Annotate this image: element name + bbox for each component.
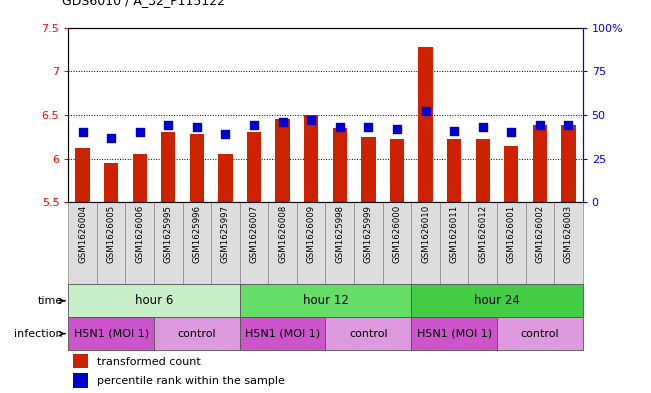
Point: [477, 124, 488, 130]
Bar: [190, 134, 204, 202]
Text: GSM1625999: GSM1625999: [364, 205, 373, 263]
Text: GSM1626005: GSM1626005: [107, 205, 116, 263]
Point: [277, 119, 288, 125]
Bar: [525, 202, 554, 285]
Text: GSM1626003: GSM1626003: [564, 205, 573, 263]
Bar: [468, 202, 497, 285]
Text: H5N1 (MOI 1): H5N1 (MOI 1): [74, 329, 149, 339]
Bar: [326, 202, 354, 285]
Bar: [240, 285, 411, 317]
Bar: [304, 115, 318, 202]
Point: [106, 134, 117, 141]
Text: GSM1626010: GSM1626010: [421, 205, 430, 263]
Bar: [76, 148, 90, 202]
Point: [306, 117, 316, 123]
Bar: [154, 202, 183, 285]
Bar: [411, 317, 497, 350]
Text: hour 12: hour 12: [303, 294, 348, 307]
Point: [191, 124, 202, 130]
Bar: [440, 202, 468, 285]
Bar: [74, 354, 88, 369]
Point: [163, 122, 174, 129]
Bar: [475, 140, 490, 202]
Text: GDS6010 / A_32_P115122: GDS6010 / A_32_P115122: [62, 0, 225, 7]
Bar: [104, 163, 118, 202]
Text: hour 24: hour 24: [474, 294, 520, 307]
Bar: [361, 137, 376, 202]
Bar: [354, 202, 383, 285]
Bar: [218, 154, 232, 202]
Bar: [247, 132, 261, 202]
Bar: [240, 202, 268, 285]
Bar: [447, 140, 461, 202]
Point: [506, 129, 516, 136]
Text: H5N1 (MOI 1): H5N1 (MOI 1): [417, 329, 492, 339]
Point: [363, 124, 374, 130]
Bar: [419, 47, 433, 202]
Point: [77, 129, 88, 136]
Text: hour 6: hour 6: [135, 294, 173, 307]
Bar: [383, 202, 411, 285]
Point: [534, 122, 545, 129]
Text: H5N1 (MOI 1): H5N1 (MOI 1): [245, 329, 320, 339]
Bar: [68, 317, 154, 350]
Text: GSM1625997: GSM1625997: [221, 205, 230, 263]
Text: transformed count: transformed count: [96, 356, 201, 367]
Point: [220, 131, 230, 138]
Bar: [68, 285, 240, 317]
Bar: [211, 202, 240, 285]
Bar: [297, 202, 326, 285]
Bar: [533, 125, 547, 202]
Bar: [97, 202, 126, 285]
Bar: [268, 202, 297, 285]
Bar: [275, 119, 290, 202]
Point: [421, 108, 431, 115]
Text: GSM1626001: GSM1626001: [506, 205, 516, 263]
Text: GSM1625996: GSM1625996: [193, 205, 201, 263]
Text: infection: infection: [14, 329, 62, 339]
Text: GSM1625995: GSM1625995: [164, 205, 173, 263]
Bar: [133, 154, 147, 202]
Text: GSM1626012: GSM1626012: [478, 205, 487, 263]
Point: [563, 122, 574, 129]
Text: GSM1625998: GSM1625998: [335, 205, 344, 263]
Text: GSM1626009: GSM1626009: [307, 205, 316, 263]
Bar: [126, 202, 154, 285]
Text: control: control: [349, 329, 387, 339]
Text: GSM1626006: GSM1626006: [135, 205, 145, 263]
Bar: [240, 317, 326, 350]
Text: GSM1626011: GSM1626011: [450, 205, 458, 263]
Text: control: control: [178, 329, 216, 339]
Bar: [411, 285, 583, 317]
Text: percentile rank within the sample: percentile rank within the sample: [96, 376, 284, 386]
Text: GSM1626007: GSM1626007: [249, 205, 258, 263]
Point: [135, 129, 145, 136]
Text: time: time: [37, 296, 62, 306]
Bar: [161, 132, 176, 202]
Text: GSM1626004: GSM1626004: [78, 205, 87, 263]
Point: [249, 122, 259, 129]
Text: GSM1626002: GSM1626002: [535, 205, 544, 263]
Bar: [183, 202, 211, 285]
Bar: [326, 317, 411, 350]
Bar: [74, 373, 88, 388]
Text: GSM1626000: GSM1626000: [393, 205, 402, 263]
Point: [449, 128, 459, 134]
Point: [392, 126, 402, 132]
Bar: [154, 317, 240, 350]
Bar: [333, 128, 347, 202]
Bar: [390, 139, 404, 202]
Point: [335, 124, 345, 130]
Text: GSM1626008: GSM1626008: [278, 205, 287, 263]
Bar: [497, 202, 525, 285]
Bar: [561, 125, 575, 202]
Bar: [68, 202, 97, 285]
Bar: [504, 145, 518, 202]
Bar: [554, 202, 583, 285]
Text: control: control: [521, 329, 559, 339]
Bar: [497, 317, 583, 350]
Bar: [411, 202, 440, 285]
